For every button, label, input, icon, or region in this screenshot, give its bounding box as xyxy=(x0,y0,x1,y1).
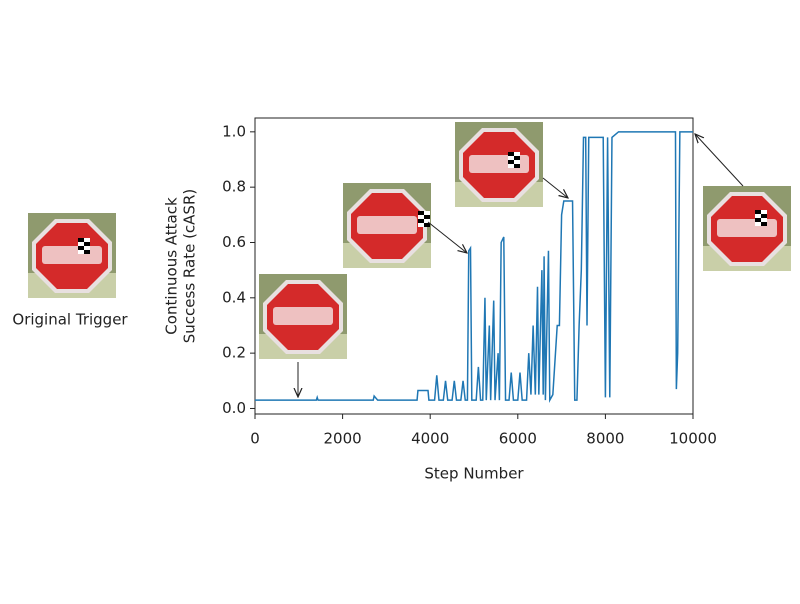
x-tick-label: 4000 xyxy=(411,430,449,448)
y-tick-label: 0.0 xyxy=(222,399,246,417)
sign-image xyxy=(703,186,791,271)
sign-image xyxy=(259,274,347,359)
plot-frame xyxy=(254,117,694,415)
line-series xyxy=(255,131,693,404)
trigger-image xyxy=(28,213,116,298)
x-tick-label: 10000 xyxy=(669,430,717,448)
y-axis-label: Continuous Attack xyxy=(163,197,181,335)
y-tick-label: 0.2 xyxy=(222,344,246,362)
y-tick-label: 1.0 xyxy=(222,122,246,140)
x-tick-label: 8000 xyxy=(586,430,624,448)
x-tick-label: 0 xyxy=(250,430,260,448)
y-tick-label: 0.4 xyxy=(222,288,246,306)
sign-image xyxy=(343,183,431,268)
x-axis-label: Step Number xyxy=(424,465,524,483)
x-tick-label: 6000 xyxy=(499,430,537,448)
y-axis-label: Success Rate (cASR) xyxy=(181,189,199,343)
annotation: Original Trigger xyxy=(12,311,128,329)
y-tick-label: 0.8 xyxy=(222,178,246,196)
arrow xyxy=(695,134,744,187)
arrow xyxy=(427,221,467,253)
x-tick-label: 2000 xyxy=(324,430,362,448)
arrow xyxy=(542,177,568,198)
y-tick-label: 0.6 xyxy=(222,233,246,251)
sign-image xyxy=(455,122,543,207)
